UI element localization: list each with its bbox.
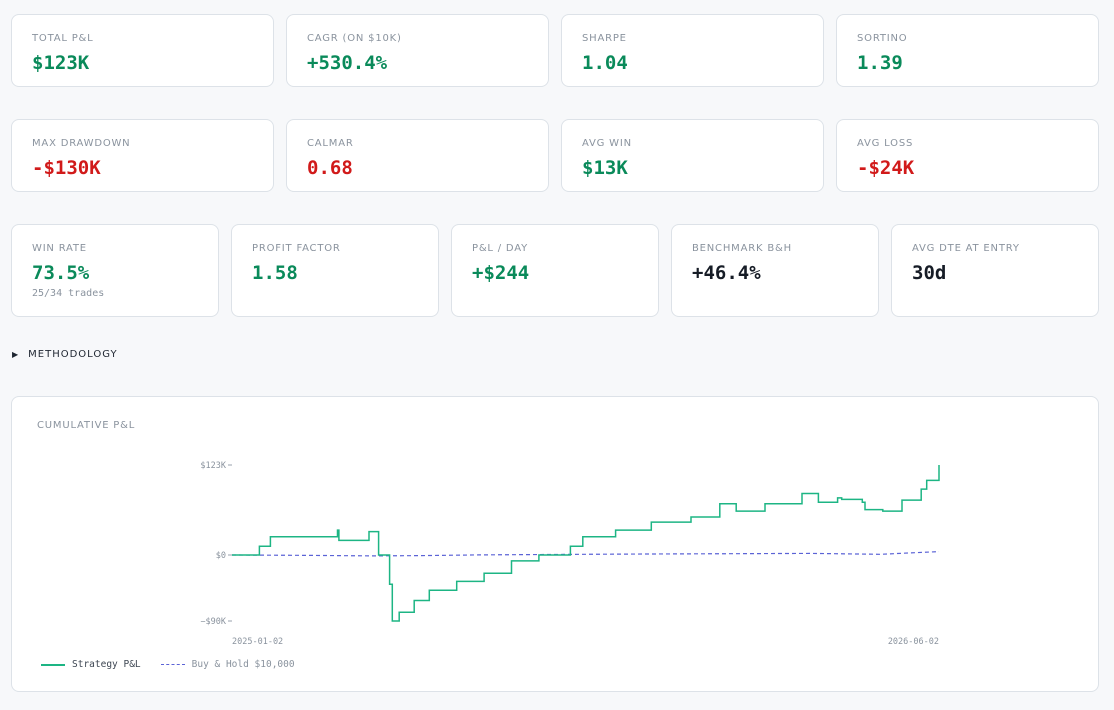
legend-item-benchmark[interactable]: Buy & Hold $10,000 xyxy=(160,659,295,670)
legend-label: Strategy P&L xyxy=(72,659,141,670)
metric-label: MAX DRAWDOWN xyxy=(32,138,131,149)
methodology-toggle[interactable]: ▶ METHODOLOGY xyxy=(12,349,118,360)
metric-value: +$244 xyxy=(472,262,530,284)
x-tick-label: 2026-06-02 xyxy=(888,637,939,647)
metric-label: WIN RATE xyxy=(32,243,87,254)
metric-value: 73.5% xyxy=(32,262,90,284)
metric-card-sharpe: SHARPE 1.04 xyxy=(561,14,824,87)
chart-title: CUMULATIVE P&L xyxy=(37,420,136,431)
metric-card-avg-dte: AVG DTE AT ENTRY 30d xyxy=(891,224,1099,317)
metric-label: BENCHMARK B&H xyxy=(692,243,792,254)
metric-label: TOTAL P&L xyxy=(32,33,94,44)
strategy-series-line xyxy=(232,465,940,622)
metric-label: SORTINO xyxy=(857,33,908,44)
y-tick-label: $123K xyxy=(200,461,226,471)
metric-card-cagr: CAGR (ON $10K) +530.4% xyxy=(286,14,549,87)
metric-card-avg-win: AVG WIN $13K xyxy=(561,119,824,192)
metric-value: 1.58 xyxy=(252,262,298,284)
metric-card-total-pnl: TOTAL P&L $123K xyxy=(11,14,274,87)
metric-value: 1.39 xyxy=(857,52,903,74)
metric-value: $123K xyxy=(32,52,90,74)
metric-label: CALMAR xyxy=(307,138,354,149)
legend-swatch-solid xyxy=(41,663,65,666)
caret-right-icon: ▶ xyxy=(12,350,20,359)
y-tick-label: $0 xyxy=(216,551,226,561)
metric-card-pnl-per-day: P&L / DAY +$244 xyxy=(451,224,659,317)
metric-value: 1.04 xyxy=(582,52,628,74)
metric-value: 0.68 xyxy=(307,157,353,179)
legend-item-strategy[interactable]: Strategy P&L xyxy=(41,659,141,670)
metric-label: SHARPE xyxy=(582,33,627,44)
metric-label: AVG DTE AT ENTRY xyxy=(912,243,1020,254)
cumulative-pnl-chart-card: CUMULATIVE P&L $123K $0 −$90K 2025-01-02… xyxy=(11,396,1099,692)
metric-subtext: 25/34 trades xyxy=(32,288,105,299)
legend-swatch-dashed xyxy=(160,664,185,665)
metric-value: +530.4% xyxy=(307,52,388,74)
methodology-label: METHODOLOGY xyxy=(28,349,118,360)
metric-label: CAGR (ON $10K) xyxy=(307,33,402,44)
metric-value: -$130K xyxy=(32,157,101,179)
y-tick-label: −$90K xyxy=(200,617,226,627)
metric-value: $13K xyxy=(582,157,628,179)
metric-label: AVG LOSS xyxy=(857,138,914,149)
metric-card-avg-loss: AVG LOSS -$24K xyxy=(836,119,1099,192)
x-tick-label: 2025-01-02 xyxy=(232,637,283,647)
legend-label: Buy & Hold $10,000 xyxy=(191,659,295,670)
benchmark-series-line xyxy=(231,551,940,557)
metric-value: +46.4% xyxy=(692,262,761,284)
metric-card-sortino: SORTINO 1.39 xyxy=(836,14,1099,87)
metric-label: PROFIT FACTOR xyxy=(252,243,341,254)
metric-card-profit-factor: PROFIT FACTOR 1.58 xyxy=(231,224,439,317)
cumulative-pnl-chart: $123K $0 −$90K 2025-01-02 2026-06-02 xyxy=(200,461,940,647)
chart-legend: Strategy P&L Buy & Hold $10,000 xyxy=(41,659,295,670)
metric-card-max-drawdown: MAX DRAWDOWN -$130K xyxy=(11,119,274,192)
metric-card-calmar: CALMAR 0.68 xyxy=(286,119,549,192)
metric-card-benchmark: BENCHMARK B&H +46.4% xyxy=(671,224,879,317)
metric-value: 30d xyxy=(912,262,947,284)
metric-card-win-rate: WIN RATE 73.5% 25/34 trades xyxy=(11,224,219,317)
metric-label: AVG WIN xyxy=(582,138,632,149)
metric-value: -$24K xyxy=(857,157,915,179)
metric-label: P&L / DAY xyxy=(472,243,529,254)
